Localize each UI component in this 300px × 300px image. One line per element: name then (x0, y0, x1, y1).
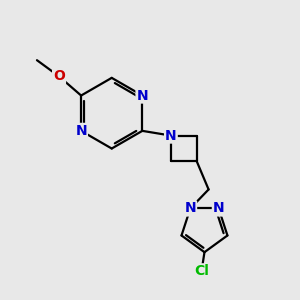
Text: N: N (165, 129, 177, 142)
Text: N: N (136, 88, 148, 103)
Text: O: O (53, 69, 65, 83)
Text: N: N (213, 202, 224, 215)
Text: N: N (184, 202, 196, 215)
Text: N: N (75, 124, 87, 138)
Text: Cl: Cl (194, 264, 209, 278)
